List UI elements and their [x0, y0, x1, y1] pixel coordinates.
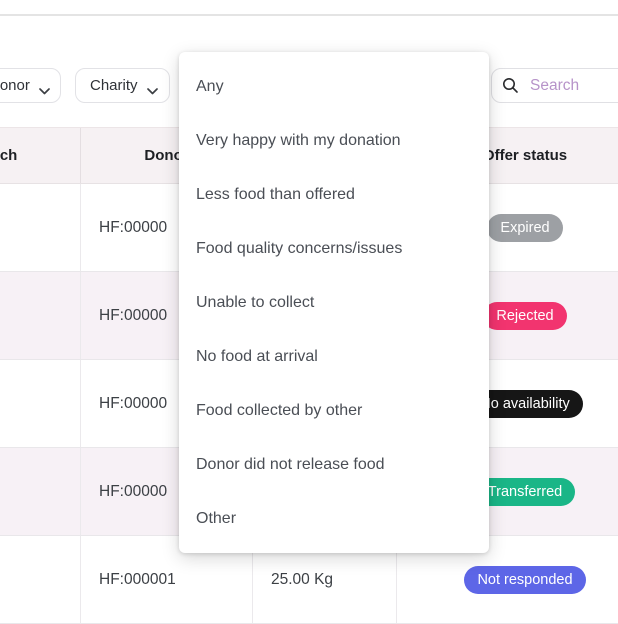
search-input[interactable] — [528, 75, 618, 96]
status-cell: Expired — [397, 184, 618, 271]
donor-filter-chip[interactable]: Donor — [0, 68, 61, 103]
batch-cell — [0, 184, 81, 271]
menu-item-donor-did-not-release-food[interactable]: Donor did not release food — [196, 456, 385, 473]
menu-item-less-food-than-offered[interactable]: Less food than offered — [196, 186, 355, 203]
batch-cell — [0, 360, 81, 447]
menu-item-very-happy-with-my-donation[interactable]: Very happy with my donation — [196, 132, 401, 149]
status-badge: Transferred — [474, 477, 576, 506]
batch-cell — [0, 536, 81, 623]
top-nav-divider — [0, 0, 618, 16]
menu-item-no-food-at-arrival[interactable]: No food at arrival — [196, 348, 318, 365]
status-badge: Rejected — [483, 301, 567, 330]
status-badge: Expired — [487, 213, 563, 242]
chevron-down-icon — [39, 82, 50, 95]
batch-cell — [0, 272, 81, 359]
status-cell: Transferred — [397, 448, 618, 535]
status-badge: Not responded — [464, 565, 586, 594]
weight-cell: 25.00 Kg — [253, 536, 397, 623]
menu-item-food-quality-concerns[interactable]: Food quality concerns/issues — [196, 240, 403, 257]
donor-filter-label: Donor — [0, 77, 30, 94]
chevron-down-icon — [146, 82, 158, 95]
charity-filter-label: Charity — [90, 77, 138, 94]
column-header-batch: Batch — [0, 128, 81, 183]
feedback-dropdown-menu: Any Very happy with my donation Less foo… — [179, 52, 489, 553]
search-icon — [502, 77, 519, 94]
charity-filter-chip[interactable]: Charity — [75, 68, 170, 103]
donor-cell: HF:000001 — [81, 536, 253, 623]
menu-item-any[interactable]: Any — [196, 78, 224, 95]
status-cell: Rejected — [397, 272, 618, 359]
menu-item-other[interactable]: Other — [196, 510, 237, 527]
column-header-offer-status: Offer status — [482, 147, 568, 164]
status-cell: Not responded — [397, 536, 618, 623]
search-box[interactable] — [491, 68, 618, 103]
batch-cell — [0, 448, 81, 535]
menu-item-unable-to-collect[interactable]: Unable to collect — [196, 294, 315, 311]
menu-item-food-collected-by-other[interactable]: Food collected by other — [196, 402, 363, 419]
